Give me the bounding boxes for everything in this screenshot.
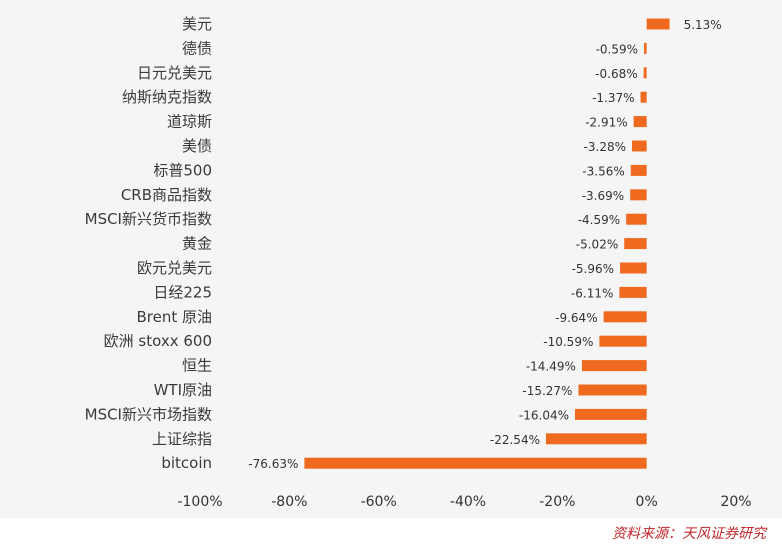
bar-15 (578, 384, 647, 396)
x-tick-label-2: -60% (361, 494, 397, 510)
bar-3 (640, 91, 647, 103)
x-tick-label-3: -40% (450, 494, 486, 510)
category-label-16: MSCI新兴市场指数 (85, 405, 212, 423)
category-label-10: 欧元兑美元 (137, 259, 212, 277)
value-label-9: -5.02% (576, 238, 618, 252)
value-label-5: -3.28% (584, 140, 626, 154)
value-label-18: -76.63% (248, 457, 298, 471)
bar-0 (646, 18, 670, 30)
category-label-4: 道琼斯 (167, 113, 212, 131)
value-label-10: -5.96% (572, 262, 614, 276)
value-label-6: -3.56% (582, 164, 624, 178)
value-label-15: -15.27% (522, 384, 572, 398)
bar-13 (599, 335, 647, 347)
bar-7 (630, 189, 647, 201)
bar-18 (304, 457, 647, 469)
bar-chart: 美元 5.13% 德债 -0.59% 日元兑美元 -0.68% 纳斯纳克指数 -1.37% 道琼… (85, 15, 752, 510)
category-label-3: 纳斯纳克指数 (122, 88, 212, 106)
category-label-11: 日经225 (153, 283, 212, 301)
value-label-17: -22.54% (490, 433, 540, 447)
value-label-4: -2.91% (585, 116, 627, 130)
category-label-15: WTI原油 (154, 381, 212, 399)
bar-17 (545, 433, 647, 445)
x-tick-label-6: 20% (720, 494, 751, 510)
value-label-0: 5.13% (684, 18, 722, 32)
value-label-13: -10.59% (543, 335, 593, 349)
bar-9 (624, 238, 647, 250)
category-label-14: 恒生 (182, 357, 212, 375)
category-label-1: 德债 (182, 39, 212, 57)
category-label-6: 标普500 (153, 161, 212, 179)
bar-5 (632, 140, 647, 152)
x-tick-label-0: -100% (177, 494, 222, 510)
category-label-8: MSCI新兴货币指数 (85, 210, 212, 228)
category-label-13: 欧洲 stoxx 600 (104, 332, 212, 350)
bar-2 (643, 67, 647, 79)
category-label-17: 上证综指 (152, 430, 212, 448)
value-label-3: -1.37% (592, 91, 634, 105)
value-label-7: -3.69% (582, 189, 624, 203)
bar-12 (603, 311, 647, 323)
bar-1 (644, 42, 647, 54)
category-label-5: 美债 (182, 137, 212, 155)
value-label-16: -16.04% (519, 408, 569, 422)
value-label-2: -0.68% (595, 67, 637, 81)
chart-panel: 美元 5.13% 德债 -0.59% 日元兑美元 -0.68% 纳斯纳克指数 -1.37% 道琼… (84, 15, 752, 510)
bar-14 (581, 360, 647, 372)
bar-16 (575, 408, 647, 420)
source-note: 资料来源：天风证券研究 (612, 526, 766, 542)
value-label-1: -0.59% (596, 42, 638, 56)
value-label-12: -9.64% (555, 311, 597, 325)
category-label-0: 美元 (182, 15, 212, 33)
category-label-12: Brent 原油 (136, 308, 212, 326)
category-label-2: 日元兑美元 (137, 64, 212, 82)
bar-11 (619, 286, 647, 298)
bar-6 (630, 164, 647, 176)
value-label-11: -6.11% (571, 286, 613, 300)
x-tick-label-1: -80% (271, 494, 307, 510)
category-label-9: 黄金 (182, 235, 212, 253)
bar-10 (620, 262, 647, 274)
category-label-7: CRB商品指数 (121, 186, 212, 204)
bar-4 (633, 116, 647, 128)
value-label-14: -14.49% (526, 360, 576, 374)
value-label-8: -4.59% (578, 213, 620, 227)
x-tick-label-5: 0% (636, 494, 658, 510)
bar-8 (626, 213, 647, 225)
category-label-18: bitcoin (161, 454, 212, 472)
x-tick-label-4: -20% (539, 494, 575, 510)
